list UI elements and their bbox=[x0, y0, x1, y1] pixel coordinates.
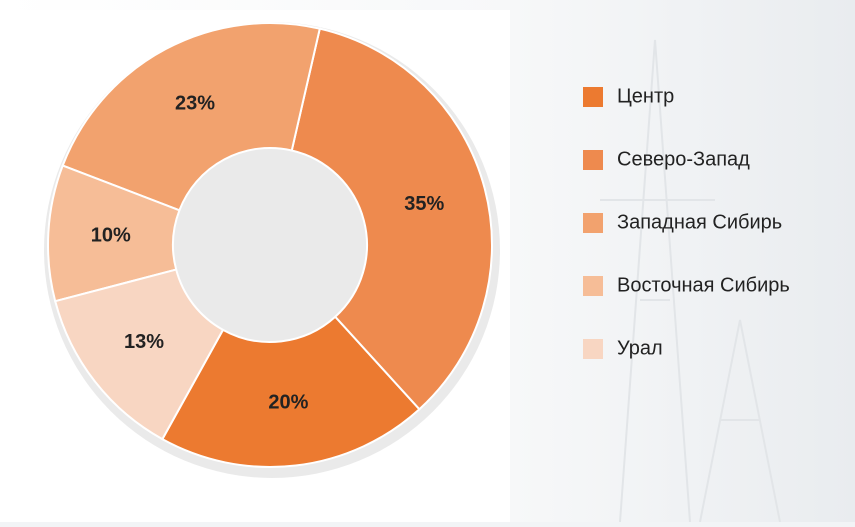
legend-swatch bbox=[583, 276, 603, 296]
tower-decor bbox=[600, 39, 781, 523]
donut-segment bbox=[290, 27, 493, 411]
value-label: 20% bbox=[268, 392, 308, 414]
legend-swatch bbox=[583, 339, 603, 359]
legend-label: Западная Сибирь bbox=[617, 211, 782, 233]
donut-segment bbox=[54, 268, 225, 441]
value-label: 13% bbox=[124, 331, 164, 353]
legend-swatch bbox=[583, 213, 603, 233]
value-label: 10% bbox=[91, 224, 131, 246]
value-label: 23% bbox=[175, 92, 215, 114]
legend-label: Северо-Запад bbox=[617, 148, 750, 170]
value-label: 35% bbox=[404, 193, 444, 215]
legend-swatch bbox=[583, 150, 603, 170]
legend-label: Центр bbox=[617, 85, 674, 107]
legend-swatch bbox=[583, 87, 603, 107]
legend-label: Урал bbox=[617, 337, 663, 359]
legend-label: Восточная Сибирь bbox=[617, 274, 790, 296]
donut-segment bbox=[161, 315, 421, 468]
donut-segment bbox=[61, 22, 321, 212]
